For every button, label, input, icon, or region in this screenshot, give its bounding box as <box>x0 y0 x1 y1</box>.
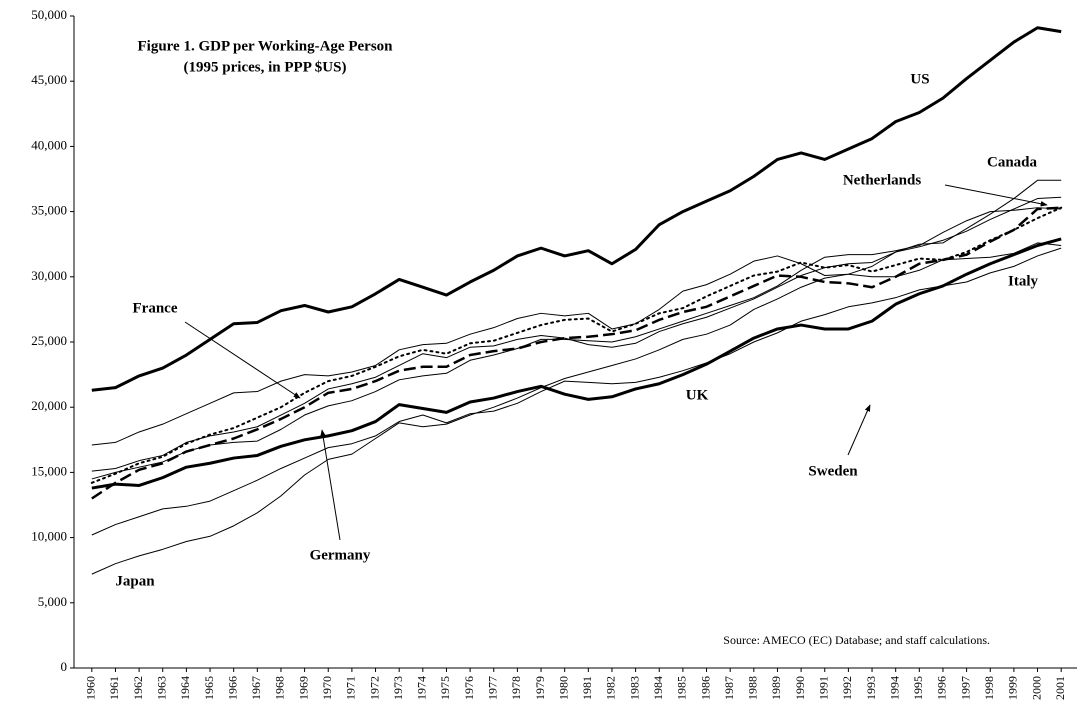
chart-subtitle: (1995 prices, in PPP $US) <box>184 59 347 75</box>
series-line <box>91 237 1062 490</box>
x-tick-label: 1984 <box>651 676 665 700</box>
x-tick-label: 1960 <box>84 676 98 700</box>
x-tick-label: 1963 <box>155 676 169 700</box>
x-tick-label: 1980 <box>556 676 570 700</box>
series-line <box>91 206 1062 500</box>
series-line <box>91 247 1062 536</box>
x-tick-label: 1997 <box>958 676 972 700</box>
x-tick-label: 1999 <box>1006 676 1020 700</box>
y-tick-label: 50,000 <box>31 7 67 22</box>
x-tick-label: 1995 <box>911 676 925 700</box>
y-tick-label: 45,000 <box>31 72 67 87</box>
x-tick-label: 1988 <box>746 676 760 700</box>
x-tick-label: 1990 <box>793 676 807 700</box>
x-tick-label: 1973 <box>391 676 405 700</box>
x-tick-label: 1996 <box>935 676 949 700</box>
series-line <box>91 179 1062 446</box>
x-tick-label: 2001 <box>1053 676 1067 700</box>
series-line <box>91 196 1062 472</box>
y-tick-label: 35,000 <box>31 203 67 218</box>
y-tick-label: 5,000 <box>38 594 67 609</box>
x-tick-label: 1962 <box>131 676 145 700</box>
y-tick-label: 0 <box>61 659 68 674</box>
x-tick-label: 1961 <box>107 676 121 700</box>
x-tick-label: 1966 <box>225 676 239 700</box>
x-tick-label: 1991 <box>817 676 831 700</box>
series-label: France <box>133 300 178 316</box>
annotation-arrow <box>847 404 871 456</box>
x-tick-label: 1994 <box>887 676 901 700</box>
x-tick-label: 1971 <box>344 676 358 700</box>
x-tick-label: 1975 <box>438 676 452 700</box>
annotation-arrow <box>184 321 301 399</box>
annotation-arrow <box>944 184 1048 207</box>
source-note: Source: AMECO (EC) Database; and staff c… <box>723 633 990 647</box>
y-tick-label: 25,000 <box>31 333 67 348</box>
series-label: UK <box>686 387 709 403</box>
series-label: Japan <box>115 573 155 589</box>
x-tick-label: 1964 <box>178 676 192 700</box>
x-tick-label: 1989 <box>769 676 783 700</box>
x-tick-label: 2000 <box>1029 676 1043 700</box>
series-label: US <box>910 71 929 87</box>
series-label: Italy <box>1008 273 1039 289</box>
series-line <box>90 206 1063 484</box>
x-tick-label: 1983 <box>627 676 641 700</box>
x-tick-label: 1972 <box>367 676 381 700</box>
x-tick-label: 1993 <box>864 676 878 700</box>
x-tick-label: 1998 <box>982 676 996 700</box>
y-tick-label: 10,000 <box>31 529 67 544</box>
series-label: Netherlands <box>843 172 921 188</box>
x-tick-label: 1981 <box>580 676 594 700</box>
y-tick-label: 20,000 <box>31 398 67 413</box>
x-tick-label: 1967 <box>249 676 263 700</box>
series-label: Canada <box>987 154 1038 170</box>
annotation-arrow <box>320 429 341 541</box>
series-line <box>91 207 1062 480</box>
chart-title: Figure 1. GDP per Working-Age Person <box>138 38 394 54</box>
x-tick-label: 1992 <box>840 676 854 700</box>
x-tick-label: 1978 <box>509 676 523 700</box>
x-tick-label: 1976 <box>462 676 476 700</box>
x-tick-label: 1979 <box>533 676 547 700</box>
x-tick-label: 1970 <box>320 676 334 700</box>
series-label: Sweden <box>808 463 858 479</box>
x-tick-label: 1969 <box>296 676 310 700</box>
x-tick-label: 1977 <box>486 676 500 700</box>
x-tick-label: 1987 <box>722 676 736 700</box>
x-tick-label: 1982 <box>604 676 618 700</box>
series-line <box>91 26 1062 392</box>
y-tick-label: 30,000 <box>31 268 67 283</box>
x-tick-label: 1965 <box>202 676 216 700</box>
y-tick-label: 40,000 <box>31 137 67 152</box>
x-tick-label: 1986 <box>698 676 712 700</box>
series-label: Germany <box>310 547 371 563</box>
x-tick-label: 1974 <box>415 676 429 700</box>
series-line <box>91 242 1062 575</box>
x-tick-label: 1985 <box>675 676 689 700</box>
x-tick-label: 1968 <box>273 676 287 700</box>
y-tick-label: 15,000 <box>31 463 67 478</box>
